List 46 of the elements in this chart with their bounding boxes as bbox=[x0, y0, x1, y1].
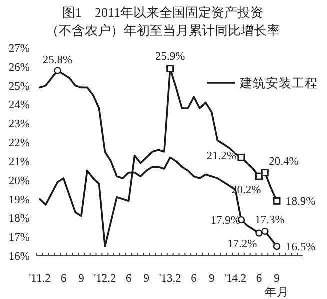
y-tick-label: 18% bbox=[8, 213, 30, 226]
point bbox=[166, 65, 174, 73]
point bbox=[261, 169, 269, 177]
y-tick-label: 16% bbox=[8, 251, 30, 263]
data-label: 17.9% bbox=[210, 215, 241, 228]
legend-label: 建筑安装工程 bbox=[239, 76, 318, 90]
point bbox=[238, 154, 246, 162]
point bbox=[256, 230, 263, 237]
x-tick-label: '13.2 bbox=[159, 273, 182, 285]
point bbox=[273, 197, 281, 205]
y-tick-label: 26% bbox=[8, 62, 30, 74]
x-tick-label: 6 bbox=[126, 273, 132, 285]
y-tick-label: 23% bbox=[8, 118, 30, 131]
y-tick-label: 27% bbox=[8, 43, 30, 55]
y-tick-label: 20% bbox=[8, 175, 30, 188]
x-tick-label: 6 bbox=[256, 273, 262, 285]
point bbox=[54, 67, 62, 74]
x-axis-title: 年月 bbox=[265, 286, 289, 299]
x-tick-label: 9 bbox=[144, 273, 150, 285]
x-tick-label: '11.2 bbox=[29, 273, 52, 285]
data-label: 18.9% bbox=[286, 196, 316, 208]
y-tick-label: 21% bbox=[8, 156, 30, 168]
x-tick-label: 6 bbox=[191, 273, 198, 285]
point bbox=[255, 172, 263, 180]
x-tick-label: 9 bbox=[78, 273, 85, 285]
point bbox=[273, 242, 281, 250]
title: 图1 2011年以来全国固定资产投资 bbox=[62, 5, 264, 20]
data-label: 25.8% bbox=[42, 54, 74, 67]
y-tick-label: 22% bbox=[8, 138, 30, 150]
x-tick-label: '14.2 bbox=[224, 273, 247, 285]
data-label: 25.9% bbox=[155, 50, 186, 63]
y-tick-label: 17% bbox=[8, 232, 30, 244]
x-tick-label: 9 bbox=[274, 273, 280, 285]
y-tick-label: 24% bbox=[8, 100, 30, 112]
y-tick-label: 25% bbox=[8, 80, 30, 93]
data-label: 16.5% bbox=[286, 242, 316, 254]
data-label: 20.4% bbox=[269, 156, 300, 168]
data-label: 17.2% bbox=[228, 238, 258, 250]
x-tick-label: 9 bbox=[208, 273, 215, 285]
point bbox=[262, 228, 269, 236]
data-label: 21.2% bbox=[206, 150, 237, 163]
x-tick-label: 6 bbox=[60, 273, 67, 285]
x-tick-label: '12.2 bbox=[94, 273, 117, 285]
subtitle: （不含农户）年初至当月累计同比增长率 bbox=[46, 23, 280, 38]
data-label: 17.3% bbox=[255, 214, 286, 226]
y-tick-label: 19% bbox=[8, 194, 30, 206]
